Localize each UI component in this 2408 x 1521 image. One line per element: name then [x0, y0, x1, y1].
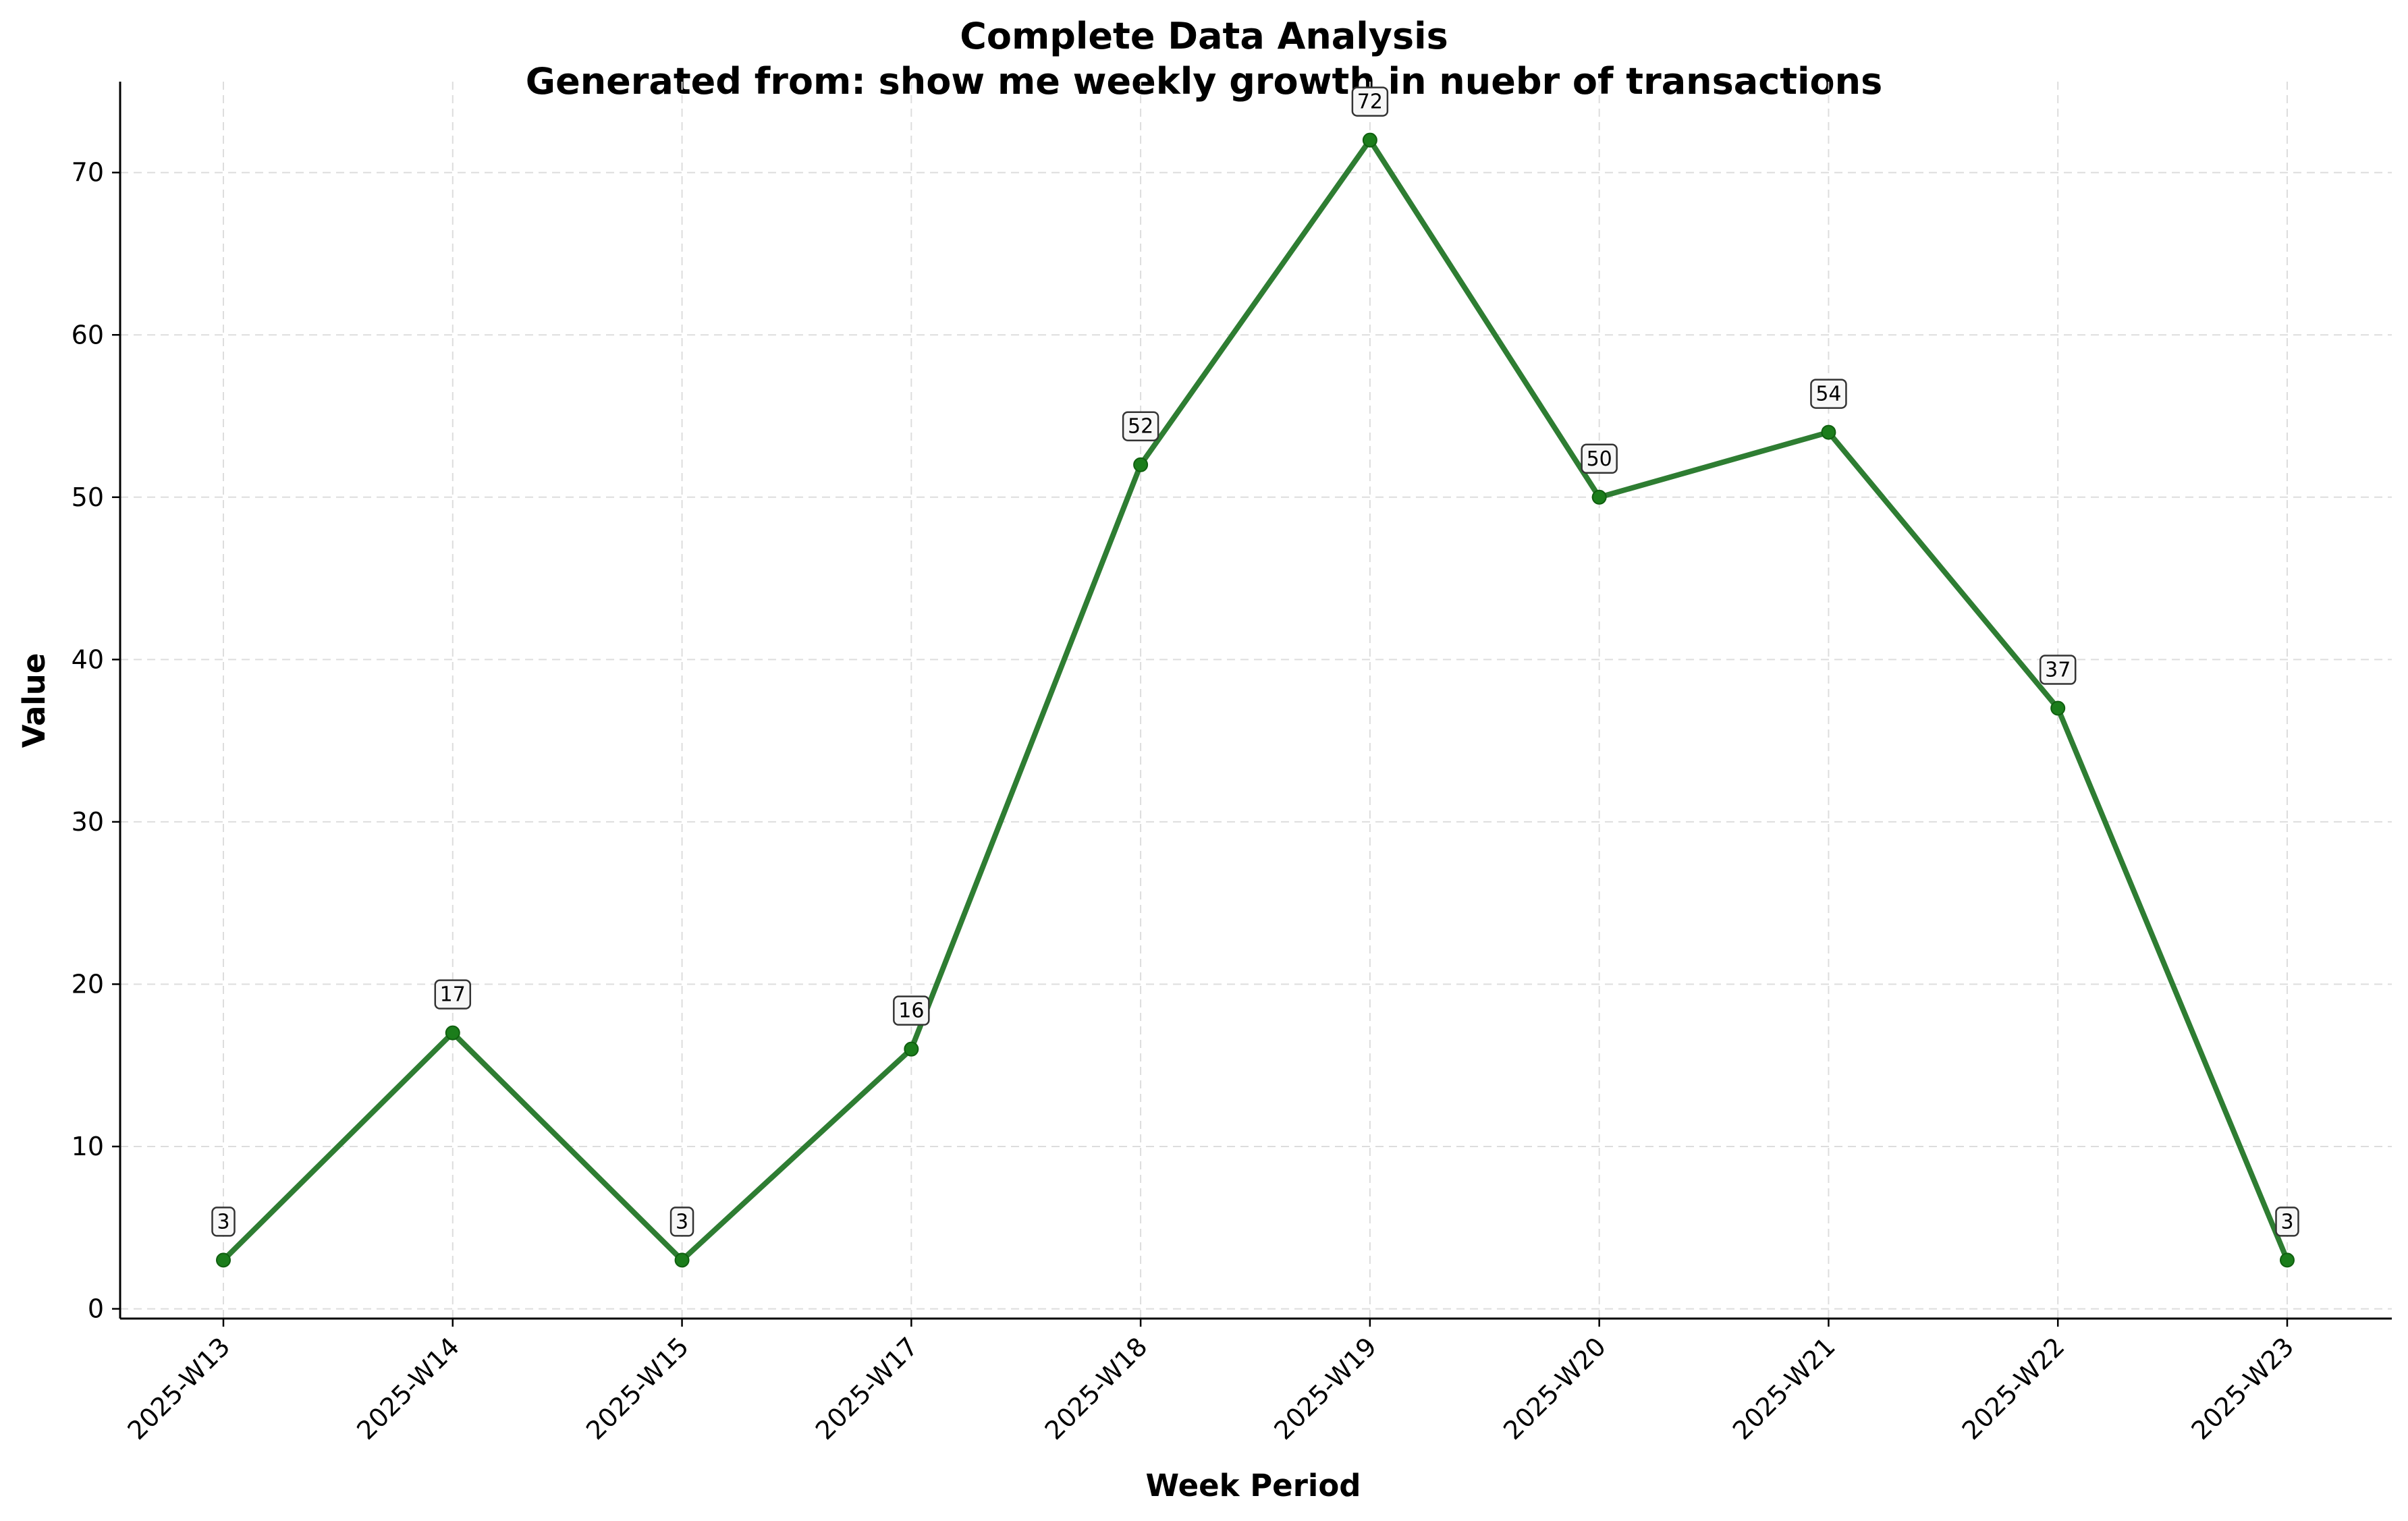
data-point: [2280, 1253, 2294, 1267]
data-series: [217, 134, 2294, 1267]
y-tick-label: 60: [72, 320, 104, 350]
y-axis-label: Value: [16, 653, 52, 748]
x-tick-label: 2025-W22: [1956, 1331, 2071, 1445]
data-label: 52: [1128, 415, 1153, 439]
data-label-group: 3: [2276, 1207, 2299, 1236]
data-label: 3: [676, 1210, 688, 1234]
data-point: [676, 1253, 689, 1267]
data-label: 3: [2280, 1210, 2293, 1234]
y-tick-label: 50: [72, 482, 104, 512]
data-label: 72: [1357, 90, 1383, 114]
data-label-group: 17: [435, 980, 470, 1009]
data-label-group: 72: [1352, 88, 1388, 116]
data-point: [446, 1026, 460, 1040]
data-point: [1134, 458, 1147, 472]
data-label-group: 50: [1582, 445, 1617, 473]
data-label: 17: [440, 983, 466, 1007]
data-label-group: 52: [1123, 412, 1158, 441]
data-label-group: 54: [1811, 380, 1846, 408]
x-axis-label: Week Period: [1146, 1468, 1361, 1503]
data-label: 50: [1587, 447, 1612, 471]
y-tick-label: 70: [72, 158, 104, 188]
data-point: [1593, 491, 1606, 504]
x-tick-label: 2025-W13: [121, 1331, 236, 1445]
data-point: [2051, 702, 2064, 715]
data-point: [904, 1043, 918, 1056]
x-tick-label: 2025-W15: [580, 1331, 694, 1445]
x-tick-label: 2025-W23: [2185, 1331, 2299, 1445]
tick-marks: 0 10 20 30 40 50 60 70 2025-W13 2025-W14 2025-W15 2…: [72, 158, 2300, 1445]
data-point: [1822, 426, 1835, 439]
y-tick-label: 30: [72, 807, 104, 837]
x-tick-label: 2025-W21: [1727, 1331, 1841, 1445]
data-label-group: 37: [2040, 656, 2075, 684]
y-tick-label: 0: [88, 1294, 104, 1324]
x-tick-label: 2025-W20: [1498, 1331, 1612, 1445]
data-labels: 3 17 3 16 52 72 50 54 37 3: [213, 88, 2299, 1236]
x-tick-label: 2025-W17: [810, 1331, 924, 1445]
data-label: 54: [1815, 383, 1841, 406]
y-tick-label: 40: [72, 644, 104, 674]
data-label-group: 3: [671, 1207, 693, 1236]
y-tick-label: 10: [72, 1132, 104, 1161]
data-label-group: 3: [213, 1207, 235, 1236]
data-label: 37: [2045, 659, 2071, 682]
x-tick-label: 2025-W14: [351, 1331, 465, 1445]
x-tick-label: 2025-W19: [1268, 1331, 1382, 1445]
chart-title: Complete Data Analysis: [960, 15, 1448, 57]
chart-subtitle: Generated from: show me weekly growth in…: [526, 60, 1882, 103]
data-point: [217, 1253, 230, 1267]
data-point: [1363, 134, 1377, 147]
data-label: 16: [898, 999, 924, 1023]
data-label: 3: [217, 1210, 229, 1234]
data-label-group: 16: [894, 997, 929, 1025]
y-tick-label: 20: [72, 969, 104, 999]
x-tick-label: 2025-W18: [1039, 1331, 1153, 1445]
series-line: [223, 140, 2287, 1261]
